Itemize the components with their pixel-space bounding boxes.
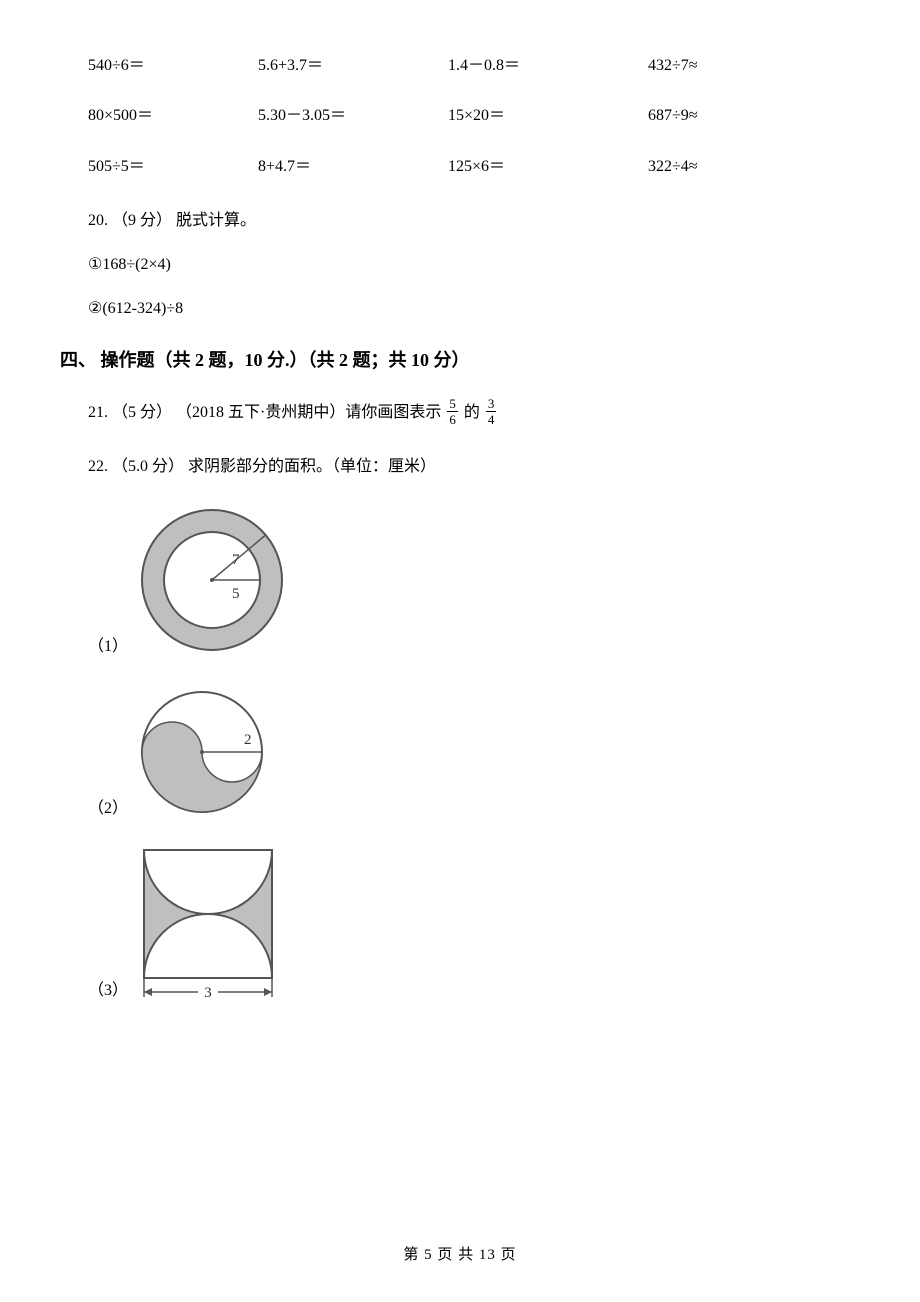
svg-text:7: 7 <box>232 552 240 568</box>
figure-2-block: （2） 2 <box>88 682 860 822</box>
q20-title: 20. （9 分） 脱式计算。 <box>88 206 860 230</box>
fraction-denominator: 4 <box>486 412 497 426</box>
fraction-denominator: 6 <box>447 412 458 426</box>
calc-cell: 1.4－0.8＝ <box>448 55 648 77</box>
calc-row: 505÷5＝ 8+4.7＝ 125×6＝ 322÷4≈ <box>88 156 860 178</box>
fraction-numerator: 5 <box>447 397 458 412</box>
calc-cell: 80×500＝ <box>88 105 258 127</box>
calc-cell: 5.30－3.05＝ <box>258 105 448 127</box>
figure-1-block: （1） 75 <box>88 500 860 660</box>
q21-prefix: 21. （5 分） （2018 五下·贵州期中）请你画图表示 <box>88 404 445 421</box>
calc-cell: 322÷4≈ <box>648 156 808 178</box>
calc-row: 80×500＝ 5.30－3.05＝ 15×20＝ 687÷9≈ <box>88 105 860 127</box>
fraction-3-4: 3 4 <box>486 397 497 426</box>
figure-1-label: （1） <box>88 632 128 660</box>
q21-mid: 的 <box>464 404 484 421</box>
q20-item-1: ①168÷(2×4) <box>88 254 860 274</box>
calc-row: 540÷6＝ 5.6+3.7＝ 1.4－0.8＝ 432÷7≈ <box>88 55 860 77</box>
page-footer: 第 5 页 共 13 页 <box>0 1243 920 1264</box>
section-4-heading: 四、 操作题（共 2 题，10 分.）（共 2 题；共 10 分） <box>60 346 860 372</box>
svg-text:5: 5 <box>232 586 240 602</box>
annulus-diagram: 75 <box>132 500 292 660</box>
calc-cell: 432÷7≈ <box>648 55 808 77</box>
yin-yang-diagram: 2 <box>132 682 272 822</box>
figure-2-label: （2） <box>88 794 128 822</box>
figure-3-label: （3） <box>88 976 128 1004</box>
svg-text:2: 2 <box>244 732 252 748</box>
calc-cell: 8+4.7＝ <box>258 156 448 178</box>
q22-title: 22. （5.0 分） 求阴影部分的面积。（单位：厘米） <box>88 452 860 476</box>
document-page: 540÷6＝ 5.6+3.7＝ 1.4－0.8＝ 432÷7≈ 80×500＝ … <box>0 0 920 1302</box>
calc-cell: 15×20＝ <box>448 105 648 127</box>
q21-line: 21. （5 分） （2018 五下·贵州期中）请你画图表示 5 6 的 3 4 <box>88 398 860 428</box>
calc-cell: 540÷6＝ <box>88 55 258 77</box>
q20-item-2: ②(612-324)÷8 <box>88 298 860 318</box>
calc-cell: 687÷9≈ <box>648 105 808 127</box>
calc-cell: 125×6＝ <box>448 156 648 178</box>
figure-3-block: （3） 3 <box>88 844 860 1004</box>
calc-cell: 5.6+3.7＝ <box>258 55 448 77</box>
svg-text:3: 3 <box>204 985 212 1001</box>
square-semicircles-diagram: 3 <box>132 844 282 1004</box>
calc-grid: 540÷6＝ 5.6+3.7＝ 1.4－0.8＝ 432÷7≈ 80×500＝ … <box>88 55 860 178</box>
fraction-numerator: 3 <box>486 397 497 412</box>
fraction-5-6: 5 6 <box>447 397 458 426</box>
calc-cell: 505÷5＝ <box>88 156 258 178</box>
